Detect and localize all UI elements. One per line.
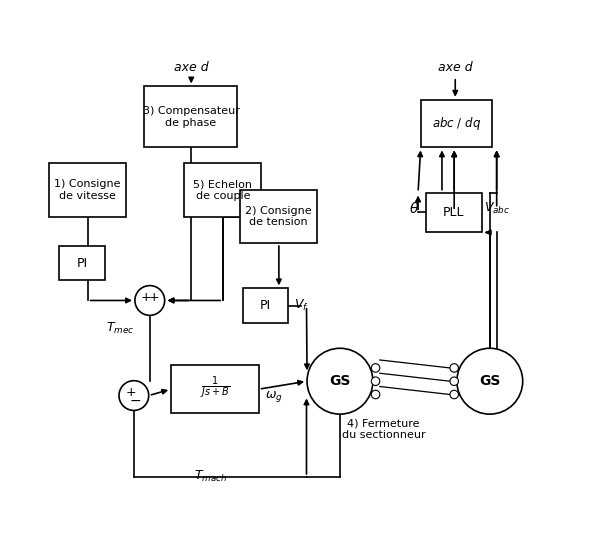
FancyBboxPatch shape: [421, 100, 492, 147]
Text: $\theta$: $\theta$: [409, 201, 419, 216]
Text: +: +: [126, 386, 137, 399]
FancyBboxPatch shape: [59, 246, 105, 280]
Text: $T_{mec}$: $T_{mec}$: [107, 320, 135, 336]
Text: 5) Echelon
de couple: 5) Echelon de couple: [193, 179, 253, 201]
FancyBboxPatch shape: [49, 163, 126, 216]
Text: GS: GS: [329, 374, 351, 388]
FancyBboxPatch shape: [243, 288, 288, 323]
Text: $T_{mach}$: $T_{mach}$: [194, 469, 227, 484]
FancyBboxPatch shape: [145, 87, 237, 147]
Text: +: +: [140, 292, 151, 304]
Circle shape: [450, 390, 459, 399]
Circle shape: [135, 286, 165, 316]
Circle shape: [371, 377, 380, 386]
Circle shape: [307, 348, 373, 414]
Text: PLL: PLL: [443, 206, 465, 219]
FancyBboxPatch shape: [171, 365, 259, 413]
FancyBboxPatch shape: [240, 190, 317, 243]
Circle shape: [371, 390, 380, 399]
Circle shape: [450, 377, 459, 386]
Circle shape: [371, 364, 380, 372]
Text: 4) Fermeture
du sectionneur: 4) Fermeture du sectionneur: [341, 418, 425, 440]
Text: $\omega_g$: $\omega_g$: [265, 389, 283, 404]
Text: $\frac{1}{Js+B}$: $\frac{1}{Js+B}$: [200, 374, 230, 400]
Text: PI: PI: [77, 256, 88, 270]
Text: 2) Consigne
de tension: 2) Consigne de tension: [245, 206, 312, 227]
Circle shape: [119, 381, 149, 411]
FancyBboxPatch shape: [426, 193, 482, 232]
Circle shape: [450, 364, 459, 372]
Text: +: +: [149, 292, 159, 304]
Text: 1) Consigne
de vitesse: 1) Consigne de vitesse: [54, 179, 121, 201]
Text: GS: GS: [479, 374, 500, 388]
Text: PI: PI: [260, 299, 271, 312]
Text: −: −: [129, 394, 141, 408]
Text: $V_{abc}$: $V_{abc}$: [484, 201, 510, 216]
Text: $V_f$: $V_f$: [294, 298, 308, 313]
Text: axe d: axe d: [174, 61, 208, 74]
Circle shape: [457, 348, 523, 414]
Text: $abc$ / $dq$: $abc$ / $dq$: [432, 115, 481, 132]
Text: axe d: axe d: [438, 61, 473, 74]
FancyBboxPatch shape: [185, 163, 261, 216]
Text: 3) Compensateur
de phase: 3) Compensateur de phase: [142, 106, 240, 128]
